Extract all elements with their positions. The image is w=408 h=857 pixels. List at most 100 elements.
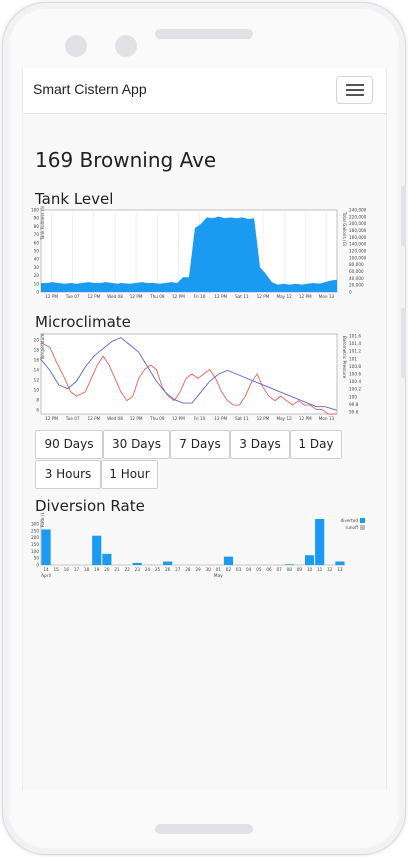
y-tick-label: 200: [31, 535, 39, 540]
y2-tick-label: 101.6: [349, 334, 361, 339]
y-tick-label: 0: [36, 290, 39, 295]
y2-tick-label: 40,000: [349, 276, 364, 281]
y-tick-label: 8: [36, 398, 39, 403]
y2-tick-label: 140,000: [349, 242, 367, 247]
x-tick-label: 30: [206, 567, 212, 572]
diverted-bar: [92, 535, 102, 565]
x-tick-label: Mon 13: [319, 294, 335, 299]
microclimate-chart: 12 PM Tue 07 12 PM Wed 08 12 PM Thu 09 12 PM Fr…: [34, 333, 362, 421]
range-button-7-days[interactable]: 7 Days: [170, 430, 230, 459]
y2-axis-label: Total Gallons (G): [342, 211, 347, 247]
x-tick-label: 05: [256, 567, 262, 572]
x-tick-label: 12 PM: [214, 294, 227, 299]
y-tick-label: 16: [34, 358, 40, 363]
menu-toggle-button[interactable]: [336, 76, 373, 104]
x-tick-label: 12 PM: [299, 416, 312, 421]
y-axis-label: Rate (L): [40, 513, 45, 527]
x-tick-label: Mon 13: [319, 416, 335, 421]
tank-level-area: [41, 216, 337, 292]
range-button-3-hours[interactable]: 3 Hours: [35, 460, 101, 489]
volume-button: [401, 186, 406, 246]
x-tick-label: 10: [307, 567, 313, 572]
app-brand[interactable]: Smart Cistern App: [33, 81, 147, 97]
y-tick-label: 10: [34, 388, 40, 393]
pressure-line: [40, 337, 338, 411]
y-tick-label: 300: [31, 522, 39, 527]
x-tick-label: 11: [317, 567, 323, 572]
x-tick-label: 07: [276, 567, 282, 572]
diverted-bar: [41, 529, 51, 565]
x-tick-label: 12 PM: [87, 416, 100, 421]
x-tick-label: May 12: [276, 294, 292, 299]
y2-tick-label: 120,000: [349, 249, 367, 254]
x-tick-label: 12 PM: [299, 294, 312, 299]
x-tick-label: 12 PM: [257, 416, 270, 421]
x-tick-label: 17: [74, 567, 80, 572]
camera-dot: [65, 35, 87, 57]
x-tick-label: 08: [287, 567, 293, 572]
y2-tick-label: 100.4: [349, 379, 361, 384]
range-button-1-hour[interactable]: 1 Hour: [101, 460, 158, 489]
x-tick-label: 12 PM: [172, 294, 185, 299]
plot-area: [40, 333, 338, 415]
y-tick-label: 0: [36, 563, 39, 568]
x-tick-label: Wed 08: [107, 294, 123, 299]
x-tick-label: 03: [236, 567, 242, 572]
legend-runoff-swatch: [360, 525, 365, 530]
x-tick-label: Sat 11: [235, 416, 249, 421]
y2-tick-label: 101: [349, 356, 357, 361]
x-tick-label: Thu 09: [149, 416, 165, 421]
x-tick-label: 12 PM: [87, 294, 100, 299]
x-tick-label: 12 PM: [130, 416, 143, 421]
x-tick-label: 22: [124, 567, 130, 572]
home-bar: [155, 824, 253, 834]
x-tick-label: 25: [155, 567, 161, 572]
x-tick-label: 01: [216, 567, 222, 572]
y-tick-label: 40: [34, 257, 40, 262]
y-tick-label: 12: [34, 378, 40, 383]
power-button: [401, 308, 406, 378]
range-button-3-days[interactable]: 3 Days: [230, 430, 290, 459]
x-tick-label: 13: [337, 567, 343, 572]
y2-tick-label: 160,000: [349, 235, 367, 240]
y2-tick-label: 60,000: [349, 269, 364, 274]
range-button-1-day[interactable]: 1 Day: [290, 430, 342, 459]
x-tick-label: 21: [114, 567, 120, 572]
x-tick-label: 12: [327, 567, 333, 572]
y2-tick-label: 220,000: [349, 214, 367, 219]
tank-level-heading: Tank Level: [35, 190, 114, 208]
y2-tick-label: 101.2: [349, 349, 361, 354]
diverted-bar: [102, 553, 112, 565]
y-tick-label: 80: [34, 224, 40, 229]
navbar: Smart Cistern App: [23, 68, 386, 114]
x-tick-label: 02: [226, 567, 232, 572]
month-label-may: May: [214, 573, 223, 579]
legend-diverted-swatch: [360, 518, 365, 523]
x-tick-label: 12 PM: [257, 294, 270, 299]
microclimate-heading: Microclimate: [35, 313, 131, 331]
x-tick-label: 12 PM: [214, 416, 227, 421]
range-button-90-days[interactable]: 90 Days: [35, 430, 103, 459]
diversion-rate-chart: 14 15 16 17 18 19 20 21 22 23 24 25 26 27 28 29 30 01 02 03…: [31, 513, 365, 579]
x-tick-label: 20: [104, 567, 110, 572]
x-tick-label: 12 PM: [45, 294, 58, 299]
x-tick-label: 12 PM: [130, 294, 143, 299]
y-tick-label: 250: [31, 528, 39, 533]
y-tick-label: 30: [34, 265, 40, 270]
x-tick-label: 16: [64, 567, 70, 572]
x-tick-label: Thu 09: [149, 294, 165, 299]
x-tick-label: 12 PM: [45, 416, 58, 421]
range-button-30-days[interactable]: 30 Days: [103, 430, 170, 459]
x-tick-label: 27: [175, 567, 181, 572]
y-tick-label: 100: [31, 208, 39, 213]
diverted-bar: [223, 556, 234, 565]
temperature-line: [40, 342, 337, 415]
diverted-bar: [163, 561, 173, 565]
month-label-april: April: [41, 573, 51, 579]
sensor-dot: [115, 35, 137, 57]
hamburger-icon-line: [346, 89, 364, 91]
y2-axis-label: Barometric Pressure: [342, 336, 347, 379]
speaker-grille: [155, 29, 253, 39]
x-tick-label: 19: [94, 567, 100, 572]
x-tick-label: 06: [266, 567, 272, 572]
